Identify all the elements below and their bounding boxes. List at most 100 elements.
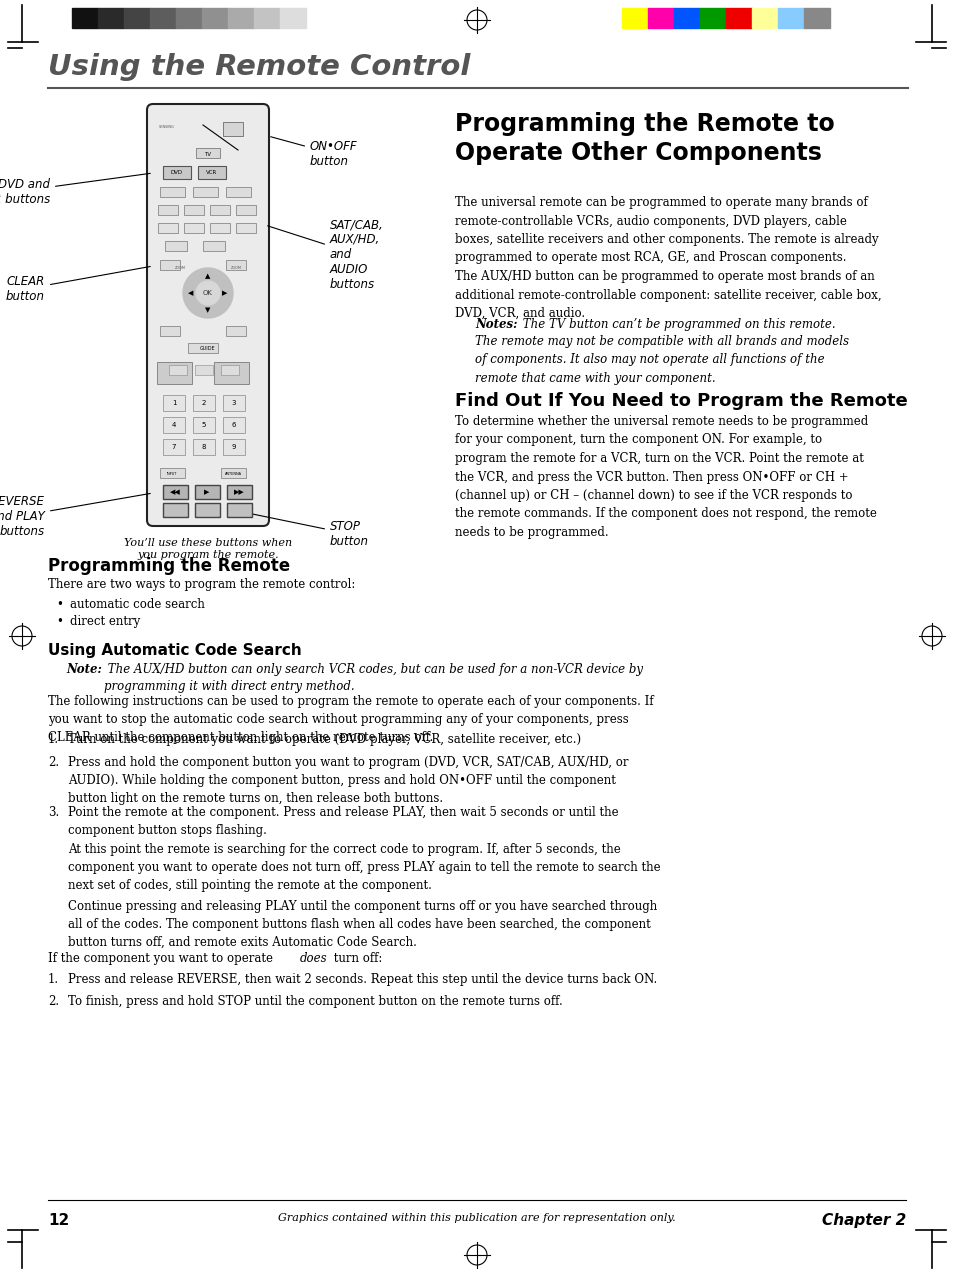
Bar [280,8,306,28]
Text: To finish, press and hold STOP until the component button on the remote turns of: To finish, press and hold STOP until the… [68,995,562,1007]
Circle shape [195,281,220,305]
Bar [184,223,204,233]
Text: Graphics contained within this publication are for representation only.: Graphics contained within this publicati… [278,1213,675,1222]
Bar [163,485,188,499]
Text: OK: OK [203,290,213,296]
Text: The following instructions can be used to program the remote to operate each of : The following instructions can be used t… [48,695,653,744]
Bar [226,187,251,197]
Bar [253,8,280,28]
Text: Point the remote at the component. Press and release PLAY, then wait 5 seconds o: Point the remote at the component. Press… [68,806,618,837]
Text: Continue pressing and releasing PLAY until the component turns off or you have s: Continue pressing and releasing PLAY unt… [68,901,657,949]
Text: STOP
button: STOP button [235,510,369,548]
Bar [223,439,245,455]
Bar [160,187,185,197]
Text: •: • [56,598,63,611]
Bar [163,502,188,516]
Bar [160,468,185,478]
Bar [203,240,225,251]
Bar [193,439,214,455]
Bar [124,8,150,28]
Bar [700,8,725,28]
Bar [226,259,246,270]
Bar [210,223,230,233]
Text: Using the Remote Control: Using the Remote Control [48,53,470,81]
Bar [227,502,252,516]
Text: 9: 9 [232,444,236,450]
Text: ▶: ▶ [204,488,210,495]
Text: You’ll use these buttons when
you program the remote.: You’ll use these buttons when you progra… [124,538,292,560]
Bar [778,8,803,28]
Bar [803,8,829,28]
Bar [193,396,214,411]
Bar [223,122,243,136]
Text: 5: 5 [202,422,206,427]
Bar [221,468,246,478]
Text: turn off:: turn off: [330,951,382,965]
Text: 7: 7 [172,444,176,450]
Text: The TV button can’t be programmed on this remote.: The TV button can’t be programmed on thi… [518,318,835,331]
Text: DVD and
VCR buttons: DVD and VCR buttons [0,173,150,206]
Bar [158,223,178,233]
Text: 3.: 3. [48,806,59,819]
Text: does: does [299,951,327,965]
Text: Notes:: Notes: [475,318,517,331]
Text: The AUX/HD button can be programmed to operate most brands of an
additional remo: The AUX/HD button can be programmed to o… [455,270,881,321]
Text: ON•OFF
button: ON•OFF button [271,136,357,168]
Bar [163,417,185,432]
Text: CLEAR
button: CLEAR button [6,267,151,303]
Text: ▲: ▲ [205,273,211,279]
Bar [213,363,249,384]
Bar [163,167,191,179]
Text: SENSING: SENSING [159,125,174,128]
Text: 6: 6 [232,422,236,427]
Text: GUIDE: GUIDE [200,346,215,351]
Text: 12: 12 [48,1213,70,1227]
Bar [71,8,98,28]
Text: direct entry: direct entry [70,614,140,628]
Text: 2: 2 [202,399,206,406]
Text: The remote may not be compatible with all brands and models
of components. It al: The remote may not be compatible with al… [475,335,848,385]
Text: ▶▶: ▶▶ [233,488,244,495]
Bar [184,205,204,215]
Text: The AUX/HD button can only search VCR codes, but can be used for a non-VCR devic: The AUX/HD button can only search VCR co… [104,663,642,693]
Bar [169,365,187,375]
Text: •: • [56,614,63,628]
Bar [223,417,245,432]
Bar [751,8,778,28]
Text: Press and hold the component button you want to program (DVD, VCR, SAT/CAB, AUX/: Press and hold the component button you … [68,756,628,805]
Text: Using Automatic Code Search: Using Automatic Code Search [48,644,301,658]
Text: automatic code search: automatic code search [70,598,205,611]
Text: ZOOM: ZOOM [174,266,185,270]
Text: If the component you want to operate: If the component you want to operate [48,951,276,965]
Bar [163,396,185,411]
Text: 8: 8 [201,444,206,450]
Bar [157,363,192,384]
Text: 2.: 2. [48,995,59,1007]
Text: Programming the Remote to
Operate Other Components: Programming the Remote to Operate Other … [455,112,834,165]
Text: INPUT: INPUT [167,472,177,476]
Bar [223,396,245,411]
Bar [193,417,214,432]
Text: ZOOM: ZOOM [231,266,241,270]
Bar [194,365,213,375]
Bar [194,485,220,499]
Circle shape [183,268,233,318]
Bar [188,343,218,354]
Bar [160,326,180,336]
Text: The universal remote can be programmed to operate many brands of
remote-controll: The universal remote can be programmed t… [455,196,878,265]
Bar [621,8,647,28]
Text: At this point the remote is searching for the correct code to program. If, after: At this point the remote is searching fo… [68,843,659,892]
Text: Programming the Remote: Programming the Remote [48,557,290,575]
Bar [226,326,246,336]
Bar [647,8,673,28]
Bar [195,148,220,158]
Text: Find Out If You Need to Program the Remote: Find Out If You Need to Program the Remo… [455,392,907,410]
Bar [227,485,252,499]
Text: 1.: 1. [48,973,59,986]
Text: ▶: ▶ [222,290,228,296]
Text: 2.: 2. [48,756,59,770]
FancyBboxPatch shape [147,104,269,527]
Bar [235,205,255,215]
Text: REVERSE
and PLAY
buttons: REVERSE and PLAY buttons [0,494,151,538]
Bar [202,8,228,28]
